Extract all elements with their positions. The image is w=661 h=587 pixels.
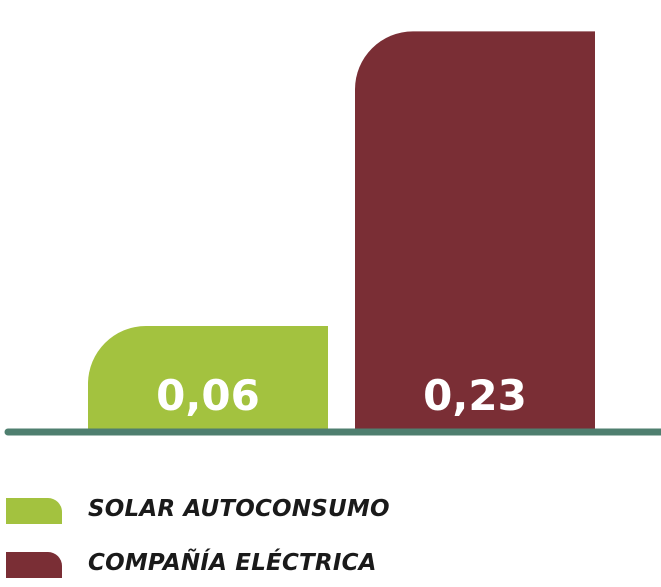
bar-value-label-0: 0,06 [156,371,260,420]
legend-item-compania: COMPAÑÍA ELÉCTRICA [0,544,661,584]
legend-label-compania: COMPAÑÍA ELÉCTRICA [88,550,377,576]
bar-chart-svg: 0,06 0,23 [4,31,661,436]
legend-swatch-compania [6,552,62,578]
bar-value-label-1: 0,23 [423,371,527,420]
legend-item-solar: SOLAR AUTOCONSUMO [0,490,661,530]
bar-1 [355,31,595,430]
legend-swatch-solar [6,498,62,524]
bar-0 [88,326,328,430]
legend-label-solar: SOLAR AUTOCONSUMO [88,496,390,522]
